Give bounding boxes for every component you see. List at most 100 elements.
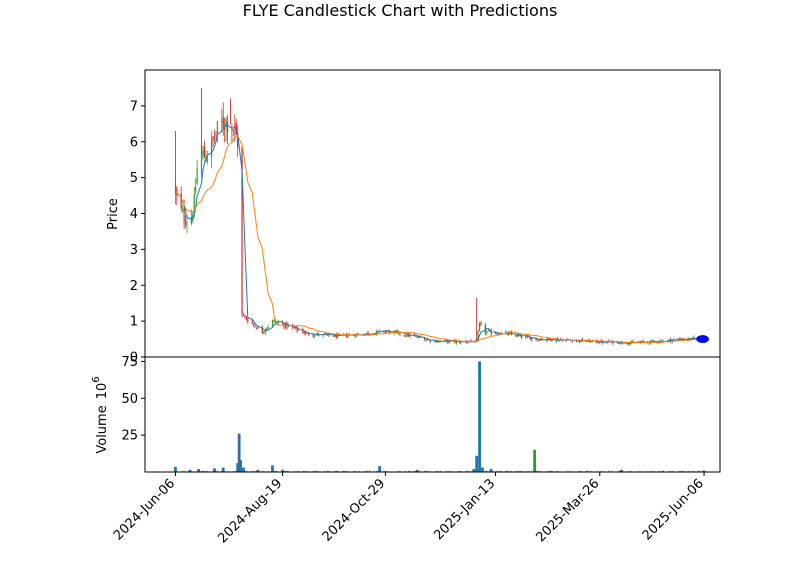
- candle-body: [586, 341, 587, 342]
- x-tick-label: 2025-Jan-13: [431, 476, 498, 543]
- candle-body: [223, 117, 224, 128]
- candle-body: [181, 193, 182, 208]
- volume-scale-exponent: 6: [91, 376, 102, 382]
- candle-body: [268, 327, 269, 329]
- candle-body: [195, 187, 196, 191]
- candle-body: [257, 327, 258, 328]
- candle-body: [211, 138, 212, 156]
- candle-body: [437, 342, 438, 343]
- candle-body: [515, 335, 516, 336]
- candle-body: [619, 343, 620, 344]
- candle-body: [182, 210, 183, 211]
- candle-body: [234, 126, 235, 127]
- candle-body: [669, 339, 670, 340]
- price-y-tick-label: 2: [130, 279, 138, 294]
- candle-body: [184, 208, 185, 222]
- price-axes-frame: [145, 70, 720, 357]
- candle-body: [427, 339, 428, 340]
- candle-body: [537, 339, 538, 340]
- candle-body: [496, 334, 497, 335]
- volume-bar: [222, 468, 225, 472]
- candle-body: [246, 317, 247, 320]
- price-y-tick-label: 7: [130, 99, 138, 114]
- candle-body: [254, 326, 255, 327]
- candle-body: [628, 344, 629, 345]
- candle-body: [538, 340, 539, 341]
- volume-y-tick-label: 25: [121, 429, 138, 444]
- candle-body: [221, 121, 222, 123]
- candle-body: [304, 332, 305, 333]
- price-y-tick-label: 5: [130, 171, 138, 186]
- volume-bar: [242, 468, 245, 472]
- price-y-tick-label: 6: [130, 135, 138, 150]
- volume-label-text: Volume: [95, 405, 110, 453]
- candle-body: [273, 320, 274, 321]
- candle-body: [415, 336, 416, 337]
- candle-body: [212, 136, 213, 139]
- x-tick-label: 2025-Jun-06: [640, 476, 707, 543]
- x-tick-label: 2024-Oct-29: [320, 476, 388, 544]
- candle-body: [525, 336, 526, 337]
- volume-bar-overlay: [479, 361, 480, 472]
- candle-body: [505, 332, 506, 333]
- candle-body: [479, 323, 480, 331]
- volume-plot-area: [174, 361, 705, 472]
- candle-body: [197, 169, 198, 184]
- candle-body: [531, 338, 532, 340]
- candle-body: [207, 156, 208, 161]
- candle-body: [227, 122, 228, 132]
- candle-body: [202, 151, 203, 155]
- candle-body: [312, 335, 313, 336]
- candle-body: [378, 331, 379, 332]
- candle-body: [495, 333, 496, 334]
- price-y-tick-label: 3: [130, 243, 138, 258]
- candle-body: [247, 319, 248, 322]
- price-y-axis-label: Price: [106, 198, 121, 230]
- candle-body: [214, 139, 215, 140]
- candle-body: [632, 341, 633, 342]
- volume-bar: [475, 456, 478, 472]
- candle-body: [233, 130, 234, 132]
- candle-body: [598, 342, 599, 343]
- candle-body: [256, 327, 257, 328]
- volume-bar: [533, 450, 536, 472]
- candle-body: [314, 335, 315, 336]
- volume-bar: [271, 465, 274, 472]
- candle-body: [185, 222, 186, 225]
- candle-body: [305, 332, 306, 333]
- volume-bar: [481, 468, 484, 472]
- candle-body: [572, 341, 573, 342]
- candle-body: [425, 340, 426, 341]
- candle-body: [347, 335, 348, 337]
- volume-y-axis-label: Volume 106: [91, 376, 110, 453]
- candle-body: [517, 335, 518, 337]
- volume-axes-frame: [145, 357, 720, 472]
- candle-body: [266, 328, 267, 329]
- candle-body: [488, 331, 489, 332]
- prediction-cluster: [696, 335, 709, 343]
- candle-body: [599, 343, 600, 344]
- candle-body: [333, 336, 334, 337]
- candle-body: [551, 340, 552, 341]
- volume-bar: [174, 467, 177, 472]
- moving-average-slow: [175, 136, 702, 343]
- volume-bar: [378, 466, 381, 472]
- candle-body: [294, 327, 295, 328]
- x-tick-label: 2024-Jun-06: [111, 476, 178, 543]
- candle-body: [485, 325, 486, 333]
- candle-body: [278, 322, 279, 323]
- candle-body: [244, 315, 245, 316]
- volume-bar: [239, 460, 242, 472]
- candle-body: [253, 323, 254, 324]
- volume-scale-base: 10: [95, 383, 110, 400]
- candle-body: [404, 335, 405, 336]
- candle-body: [217, 121, 218, 133]
- candle-body: [298, 330, 299, 331]
